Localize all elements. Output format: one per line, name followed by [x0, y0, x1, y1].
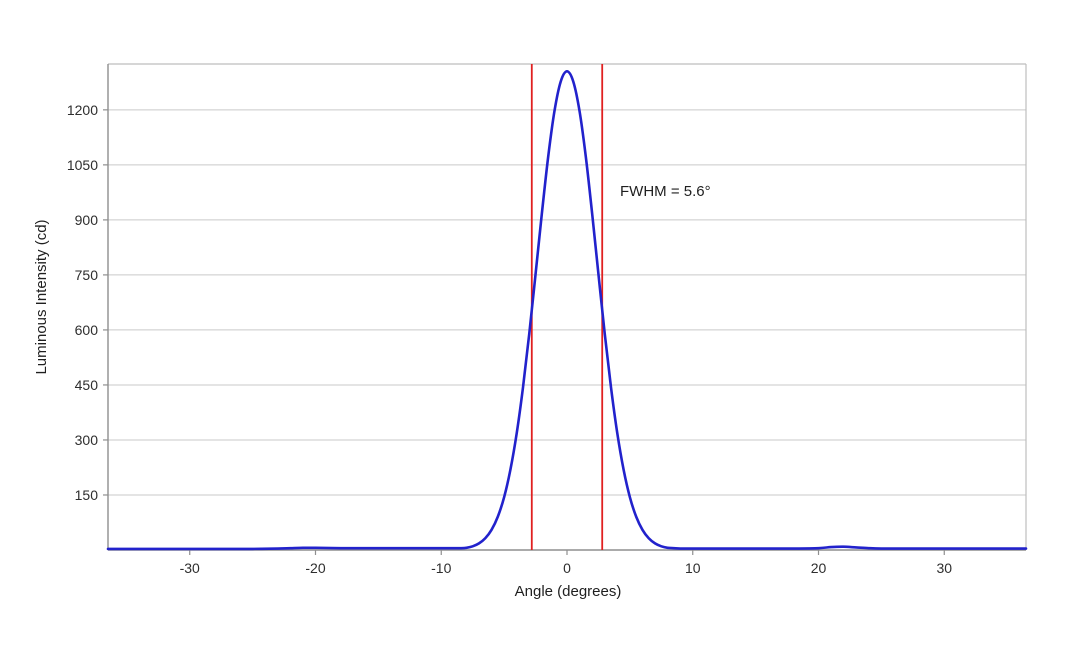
x-tick-label: -10: [431, 560, 451, 576]
x-tick-label: 30: [936, 560, 952, 576]
y-tick-label: 1200: [67, 102, 98, 118]
x-tick-label: 10: [685, 560, 701, 576]
x-tick-label: 20: [811, 560, 827, 576]
y-tick-label: 300: [75, 432, 99, 448]
plot-area: 150 300 450 600 750 900 1050 1200 -30 -20 -10 0 10 20…: [67, 63, 1028, 576]
x-tick-label: -20: [305, 560, 325, 576]
x-tick-label: 0: [563, 560, 571, 576]
fwhm-annotation: FWHM = 5.6°: [620, 183, 711, 200]
y-tick-label: 600: [75, 322, 99, 338]
y-tick-label: 150: [75, 487, 99, 503]
y-tick-label: 900: [75, 212, 99, 228]
y-tick-label: 1050: [67, 157, 98, 173]
intensity-curve: [106, 70, 1028, 551]
y-tick-label: 450: [75, 377, 99, 393]
x-tick-label: -30: [180, 560, 200, 576]
x-axis-title: Angle (degrees): [515, 583, 622, 600]
y-tick-label: 750: [75, 267, 99, 283]
y-axis-title: Luminous Intensity (cd): [33, 219, 50, 374]
